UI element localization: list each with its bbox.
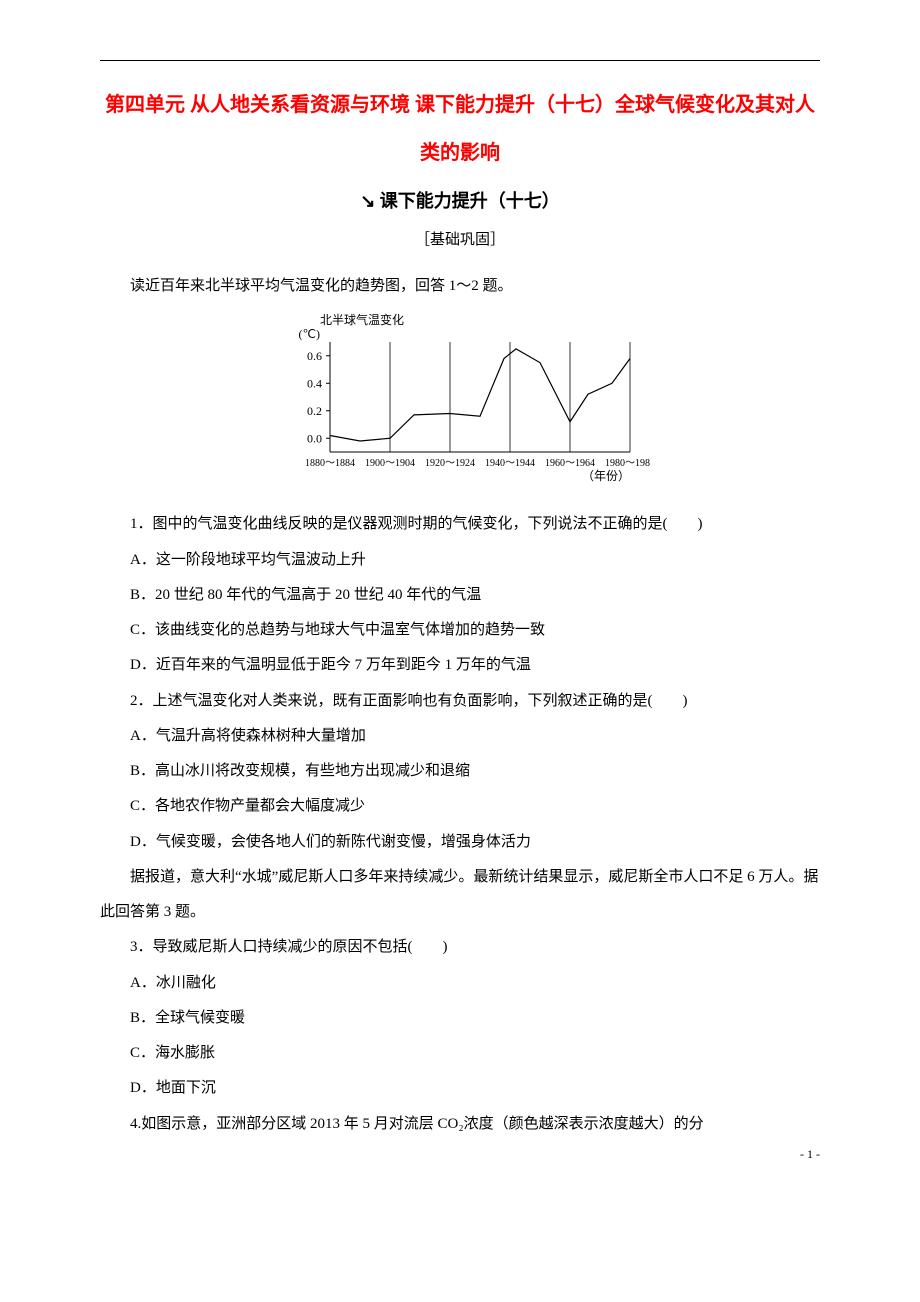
q1-option-c: C．该曲线变化的总趋势与地球大气中温室气体增加的趋势一致 xyxy=(100,613,820,648)
svg-text:(℃): (℃) xyxy=(299,327,320,341)
q2-option-a: A．气温升高将使森林树种大量增加 xyxy=(100,719,820,754)
q2-option-c: C．各地农作物产量都会大幅度减少 xyxy=(100,789,820,824)
section-heading-text: 课下能力提升（十七） xyxy=(380,191,560,211)
arrow-icon: ↘ xyxy=(360,191,375,211)
q1-option-a: A．这一阶段地球平均气温波动上升 xyxy=(100,543,820,578)
q3-option-d: D．地面下沉 xyxy=(100,1071,820,1106)
svg-text:1880～1884: 1880～1884 xyxy=(305,458,355,469)
q2-option-d: D．气候变暖，会使各地人们的新陈代谢变慢，增强身体活力 xyxy=(100,825,820,860)
chart-svg: 北半球气温变化(℃) 1880～1884 1900～1904 1920～1924 194… xyxy=(270,312,650,492)
document-title: 第四单元 从人地关系看资源与环境 课下能力提升（十七）全球气候变化及其对人类的影… xyxy=(100,81,820,177)
svg-text:0.4: 0.4 xyxy=(307,377,322,391)
svg-text:1960～1964: 1960～1964 xyxy=(545,458,595,469)
svg-text:0.2: 0.2 xyxy=(307,404,322,418)
q1-option-b: B．20 世纪 80 年代的气温高于 20 世纪 40 年代的气温 xyxy=(100,578,820,613)
q3-option-a: A．冰川融化 xyxy=(100,966,820,1001)
q4-stem: 4.如图示意，亚洲部分区域 2013 年 5 月对流层 CO₂浓度（颜色越深表示… xyxy=(100,1107,820,1142)
q1-stem: 1．图中的气温变化曲线反映的是仪器观测时期的气候变化，下列说法不正确的是( ) xyxy=(100,507,820,542)
temperature-chart: 北半球气温变化(℃) 1880～1884 1900～1904 1920～1924 194… xyxy=(100,312,820,497)
q3-option-b: B．全球气候变暖 xyxy=(100,1001,820,1036)
q2-stem: 2．上述气温变化对人类来说，既有正面影响也有负面影响，下列叙述正确的是( ) xyxy=(100,684,820,719)
svg-text:1940～1944: 1940～1944 xyxy=(485,458,535,469)
svg-text:1900～1904: 1900～1904 xyxy=(365,458,415,469)
intro-text-3: 据报道，意大利“水城”威尼斯人口多年来持续减少。最新统计结果显示，威尼斯全市人口… xyxy=(100,860,820,931)
svg-text:1920～1924: 1920～1924 xyxy=(425,458,475,469)
section-heading: ↘ 课下能力提升（十七） xyxy=(100,187,820,213)
top-divider xyxy=(100,60,820,61)
page-number: - 1 - xyxy=(800,1147,820,1162)
q3-stem: 3．导致威尼斯人口持续减少的原因不包括( ) xyxy=(100,930,820,965)
svg-text:0.0: 0.0 xyxy=(307,432,322,446)
q2-option-b: B．高山冰川将改变规模，有些地方出现减少和退缩 xyxy=(100,754,820,789)
svg-text:北半球气温变化: 北半球气温变化 xyxy=(320,312,404,327)
section-subheading: ［基础巩固］ xyxy=(100,228,820,249)
q1-option-d: D．近百年来的气温明显低于距今 7 万年到距今 1 万年的气温 xyxy=(100,648,820,683)
svg-text:（年份）: （年份） xyxy=(582,469,630,483)
page: 第四单元 从人地关系看资源与环境 课下能力提升（十七）全球气候变化及其对人类的影… xyxy=(0,0,920,1182)
intro-text-1: 读近百年来北半球平均气温变化的趋势图，回答 1～2 题。 xyxy=(100,269,820,304)
svg-text:0.6: 0.6 xyxy=(307,349,322,363)
q3-option-c: C．海水膨胀 xyxy=(100,1036,820,1071)
svg-text:1980～1984: 1980～1984 xyxy=(605,458,650,469)
